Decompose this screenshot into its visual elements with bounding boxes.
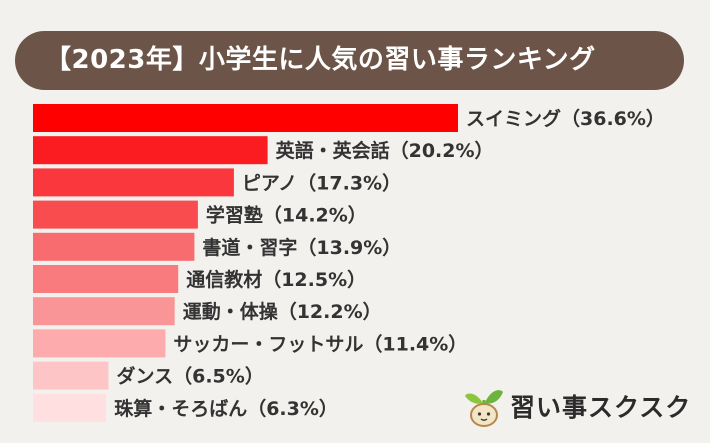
bar-label-2: 英語・英会話（20.2%） — [276, 139, 494, 162]
bar-2 — [33, 136, 268, 165]
bar-label-3: ピアノ（17.3%） — [242, 171, 401, 194]
chart-title: 【2023年】小学生に人気の習い事ランキング — [15, 31, 684, 90]
bar-label-8: サッカー・フットサル（11.4%） — [173, 332, 467, 355]
bar-1 — [33, 104, 458, 132]
bar-7 — [33, 297, 175, 326]
bar-label-5: 書道・習字（13.9%） — [202, 236, 401, 259]
bar-5 — [33, 232, 195, 261]
bar-label-9: ダンス（6.5%） — [117, 365, 264, 388]
brand-name: 習い事スクスク — [510, 393, 692, 422]
bar-label-7: 運動・体操（12.2%） — [183, 300, 382, 323]
bar-4 — [33, 200, 198, 229]
brand-logo: 習い事スクスク — [462, 384, 691, 428]
bar-label-6: 通信教材（12.5%） — [186, 268, 366, 291]
sprout-mascot-icon — [465, 390, 503, 427]
bar-3 — [33, 168, 234, 197]
bar-8 — [33, 329, 166, 358]
bar-9 — [33, 361, 109, 390]
bar-label-10: 珠算・そろばん（6.3%） — [114, 397, 338, 420]
bar-label-4: 学習塾（14.2%） — [206, 204, 367, 227]
bar-label-1: スイミング（36.6%） — [466, 107, 665, 130]
bar-6 — [33, 265, 179, 293]
bar-10 — [33, 393, 107, 422]
